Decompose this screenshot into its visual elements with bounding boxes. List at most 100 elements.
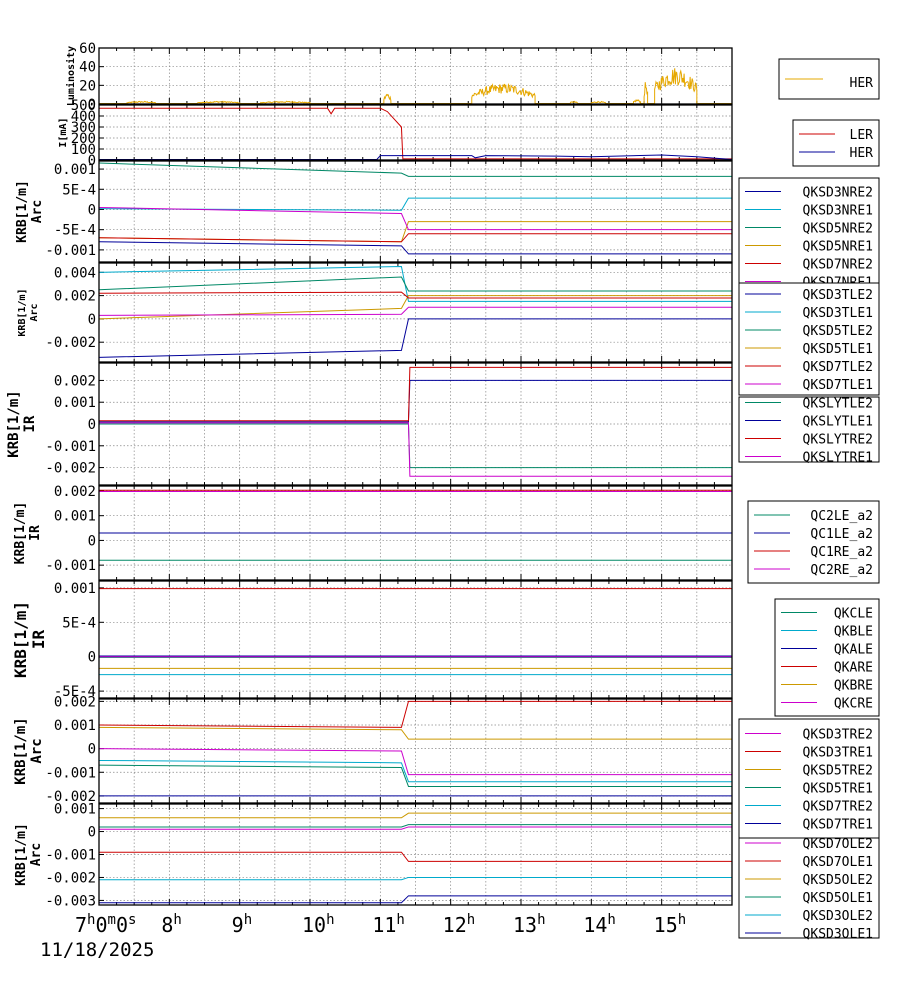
y-tick-label: 0	[88, 153, 96, 169]
y-axis-label: IR	[22, 415, 38, 432]
legend-box	[738, 396, 880, 463]
y-tick-label: 40	[79, 60, 96, 76]
y-tick-label: 0.001	[54, 395, 96, 411]
y-tick-label: 0.001	[54, 162, 96, 178]
panel-frame	[98, 47, 733, 105]
x-tick-label: 10h	[302, 912, 335, 937]
series-line-qkslytre1	[99, 422, 732, 477]
y-tick-label: 0	[88, 202, 96, 218]
legend-box	[738, 177, 880, 296]
legend-box	[738, 282, 880, 396]
panel-frame	[98, 362, 733, 486]
legend-label: QKSD7TLE2	[803, 360, 873, 375]
y-tick-label: -5E-4	[54, 684, 96, 700]
y-tick-label: -0.001	[45, 558, 96, 574]
y-axis-label: KRB[1/m]	[11, 601, 30, 678]
x-tick-label: 9h	[232, 912, 252, 937]
panel-9: 0.001 0 -0.001 -0.002 -0.003 KRB[1/m] Arc	[14, 802, 733, 909]
legend-label: HER	[850, 76, 874, 91]
legend-box	[774, 598, 880, 717]
y-tick-label: -0.002	[45, 461, 96, 477]
y-tick-label: -0.001	[45, 243, 96, 259]
legend-label: QC2RE_a2	[810, 563, 873, 578]
y-axis-label: KRB[1/m]	[14, 823, 29, 886]
y-tick-label: 5E-4	[62, 615, 96, 631]
series-line-ler	[99, 107, 732, 160]
y-tick-label: 0	[88, 650, 96, 666]
series-line-qksd5tle1	[98, 295, 732, 320]
legend-label: QKSD5TLE1	[803, 342, 873, 357]
legend-label: QKSD5TRE1	[803, 782, 873, 797]
y-tick-label: 0.001	[54, 802, 96, 818]
legend-label: QKARE	[834, 661, 873, 676]
legend: QKSD3TLE2 QKSD3TLE1 QKSD5TLE2 QKSD5TLE1 QKSD…	[738, 282, 880, 396]
series-line-qksd3nre1	[98, 197, 732, 211]
y-tick-label: 0	[88, 312, 96, 328]
series-line-qksd3tre2	[98, 748, 732, 776]
y-tick-label: -0.002	[45, 870, 96, 886]
legend: QKSD3NRE2 QKSD3NRE1 QKSD5NRE2 QKSD5NRE1 QKSD…	[738, 177, 880, 296]
series-line-qkslytre2	[99, 366, 732, 422]
legend-label: QKSLYTRE1	[803, 451, 873, 466]
panel-4: 0.004 0.002 0 -0.002 KRB[1/m] Arc	[17, 262, 733, 363]
legend-label: QKSD3OLE1	[803, 927, 873, 942]
y-tick-label: 0.001	[54, 509, 96, 525]
panel-frame	[98, 803, 733, 906]
legend: QKSD7OLE2 QKSD7OLE1 QKSD5OLE2 QKSD5OLE1 QKSD…	[738, 837, 880, 942]
legend-label: QKSD7OLE1	[803, 855, 873, 870]
panel-frame	[98, 698, 733, 804]
y-tick-label: -5E-4	[54, 223, 96, 239]
y-axis-label: Arc	[29, 738, 45, 763]
legend-label: QKSD7TLE1	[803, 378, 873, 393]
series-line-qksd5nre2	[98, 162, 732, 177]
panel-6: 0.002 0.001 0 -0.001 KRB[1/m] IR	[13, 484, 733, 581]
y-tick-label: -0.001	[45, 439, 96, 455]
legend-label: QKSD3TRE2	[803, 728, 873, 743]
legend-label: QKSD3NRE1	[803, 204, 873, 219]
y-axis-label: KRB[1/m]	[15, 180, 30, 243]
legend: HER	[778, 58, 880, 100]
y-tick-label: -0.001	[45, 848, 96, 864]
x-axis-labels: 7h0m0s 8h 9h 10h 11h 12h 13h 14h 15h	[75, 912, 686, 937]
series-line-qksd7ole1	[99, 851, 732, 862]
series-line-qksd5tre2	[98, 726, 732, 740]
y-axis-label: KRB[1/m]	[17, 288, 28, 336]
legend-box	[738, 718, 880, 839]
y-tick-label: -0.001	[45, 765, 96, 781]
y-tick-label: 0.002	[54, 694, 96, 710]
legend-label: LER	[850, 128, 874, 143]
legend-label: QKSD3NRE2	[803, 186, 873, 201]
legend-box	[792, 119, 880, 167]
x-tick-label: 15h	[654, 912, 687, 937]
panel-7: 0.001 5E-4 0 -5E-4 KRB[1/m] IR	[11, 580, 733, 700]
y-axis-label: Luminosity	[65, 46, 77, 106]
series-line-qksd3nre2	[98, 241, 732, 255]
legend-label: QKSLYTLE2	[803, 397, 873, 412]
series-line-qksd7tle1	[98, 306, 732, 316]
series-line-qksd3tre1	[98, 700, 732, 728]
legend-label: QKALE	[834, 643, 873, 658]
y-tick-label: 100	[71, 142, 96, 158]
panel-1: 60 40 20 0 Luminosity	[65, 41, 733, 113]
series-line-qksd7ole2	[99, 826, 732, 830]
legend-label: QKBLE	[834, 625, 873, 640]
y-tick-label: 500	[71, 98, 96, 114]
panel-3: 0.001 5E-4 0 -5E-4 -0.001 KRB[1/m] Arc	[15, 160, 733, 263]
legend: LER HER	[792, 119, 880, 167]
legend: QKSD3TRE2 QKSD3TRE1 QKSD5TRE2 QKSD5TRE1 QKSD…	[738, 718, 880, 839]
legend-label: QKSD7NRE2	[803, 258, 873, 273]
x-tick-label: 12h	[443, 912, 476, 937]
series-line-qksd3tle2	[98, 318, 732, 358]
legend: QKSLYTLE2 QKSLYTLE1 QKSLYTRE2 QKSLYTRE1	[738, 396, 880, 466]
series-line-qksd5tle2	[98, 276, 732, 292]
legend-label: QKSD3TLE2	[803, 288, 873, 303]
series-line-qksd3ole2	[99, 876, 732, 881]
legend-label: QKBRE	[834, 679, 873, 694]
y-tick-label: -0.002	[45, 789, 96, 805]
y-axis-label: KRB[1/m]	[6, 390, 22, 457]
series-line-her	[99, 154, 733, 160]
y-tick-label: 0	[88, 742, 96, 758]
series-line-qksd7nre1	[98, 206, 732, 231]
